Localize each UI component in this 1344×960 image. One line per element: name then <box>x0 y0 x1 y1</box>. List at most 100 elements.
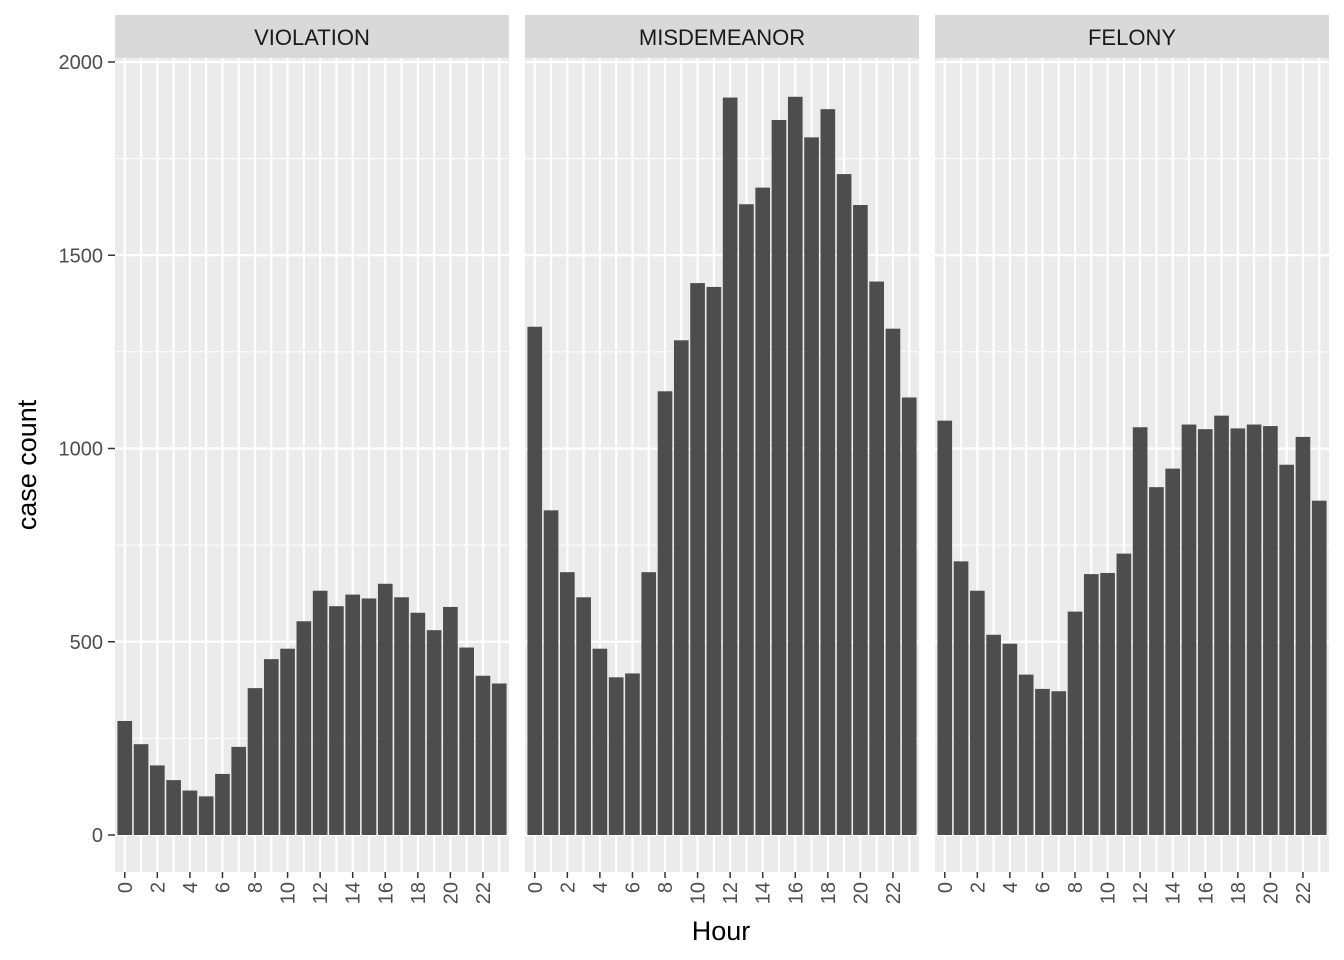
facet-strip <box>525 15 919 58</box>
bar-hour-9 <box>1083 574 1099 835</box>
x-tick-label: 0 <box>935 882 957 893</box>
bar-hour-20 <box>443 606 458 835</box>
x-tick-label: 4 <box>590 882 612 893</box>
bar-hour-16 <box>377 583 393 835</box>
x-tick-label: 2 <box>147 882 169 893</box>
bar-hour-13 <box>329 606 344 835</box>
x-tick-label: 16 <box>785 882 807 904</box>
bar-hour-17 <box>804 137 819 835</box>
x-tick-label: 12 <box>310 882 332 904</box>
bar-hour-20 <box>853 205 868 835</box>
x-tick-label: 10 <box>278 882 300 904</box>
y-tick-label: 500 <box>70 632 103 654</box>
bar-hour-19 <box>426 630 442 835</box>
bar-hour-6 <box>215 773 230 835</box>
x-tick-label: 4 <box>1000 882 1022 893</box>
bar-hour-5 <box>1018 674 1034 835</box>
bar-hour-21 <box>1279 464 1294 835</box>
bar-hour-18 <box>410 612 426 835</box>
bar-hour-0 <box>527 326 543 835</box>
x-tick-label: 6 <box>622 882 644 893</box>
x-tick-label: 20 <box>850 882 872 904</box>
bar-hour-23 <box>1311 500 1327 835</box>
bar-hour-15 <box>361 598 377 835</box>
bar-hour-13 <box>739 204 754 835</box>
bar-hour-1 <box>133 744 149 835</box>
bar-hour-0 <box>117 720 133 835</box>
x-tick-label: 22 <box>883 882 905 904</box>
x-tick-label: 4 <box>180 882 202 893</box>
bar-hour-8 <box>1067 611 1083 835</box>
y-axis: 0 500 1000 1500 2000 <box>59 52 115 847</box>
bar-hour-3 <box>576 597 591 835</box>
bar-hour-4 <box>1002 643 1018 835</box>
x-tick-label: 8 <box>655 882 677 893</box>
bar-hour-8 <box>657 391 673 835</box>
bar-hour-19 <box>836 174 852 835</box>
x-axis-title: Hour <box>692 916 751 946</box>
x-tick-label: 6 <box>212 882 234 893</box>
x-tick-label: 10 <box>1098 882 1120 904</box>
bar-hour-14 <box>345 594 361 835</box>
bar-hour-4 <box>592 648 608 835</box>
facet-strip-label: MISDEMEANOR <box>639 25 805 50</box>
bar-hour-12 <box>312 590 328 835</box>
bar-hour-3 <box>986 634 1001 835</box>
bar-hour-17 <box>394 597 409 835</box>
facet-strip-label: FELONY <box>1088 25 1176 50</box>
bar-hour-15 <box>771 119 787 836</box>
x-tick-label: 22 <box>473 882 495 904</box>
x-tick-label: 2 <box>967 882 989 893</box>
bar-hour-16 <box>787 96 803 835</box>
x-tick-label: 18 <box>1228 882 1250 904</box>
bar-hour-19 <box>1246 424 1262 835</box>
panel-violation: VIOLATION 0 2 4 6 8 10 12 14 16 18 20 22 <box>115 15 509 904</box>
bar-hour-0 <box>937 420 953 835</box>
bar-hour-11 <box>296 621 312 835</box>
x-tick-label: 18 <box>408 882 430 904</box>
bar-hour-1 <box>953 561 969 835</box>
bar-hour-2 <box>150 765 165 835</box>
x-tick-label: 14 <box>753 882 775 904</box>
x-tick-label: 8 <box>1065 882 1087 893</box>
x-tick-label: 2 <box>557 882 579 893</box>
bar-hour-20 <box>1263 426 1278 835</box>
bar-hour-9 <box>673 340 689 835</box>
bar-hour-22 <box>885 328 901 835</box>
bar-hour-14 <box>755 187 771 836</box>
bar-hour-12 <box>1132 427 1148 835</box>
x-tick-label: 20 <box>1260 882 1282 904</box>
bar-hour-7 <box>1051 691 1067 835</box>
facet-strip-label: VIOLATION <box>254 25 370 50</box>
bar-hour-16 <box>1197 429 1213 835</box>
x-tick-label: 0 <box>525 882 547 893</box>
y-tick-label: 2000 <box>59 52 104 74</box>
bar-hour-23 <box>491 683 507 835</box>
x-tick-label: 12 <box>720 882 742 904</box>
bar-hour-5 <box>198 796 214 835</box>
x-tick-label: 14 <box>1163 882 1185 904</box>
x-tick-label: 6 <box>1032 882 1054 893</box>
y-tick-label: 0 <box>92 825 103 847</box>
bar-hour-17 <box>1214 415 1229 835</box>
bar-hour-11 <box>706 286 722 835</box>
panel-misdemeanor: MISDEMEANOR 0 2 4 6 8 10 12 14 16 18 20 22 <box>525 15 919 904</box>
bar-hour-2 <box>560 572 575 835</box>
bar-hour-6 <box>1035 688 1050 835</box>
x-tick-label: 20 <box>440 882 462 904</box>
x-tick-label: 12 <box>1130 882 1152 904</box>
x-tick-label: 22 <box>1293 882 1315 904</box>
bar-hour-5 <box>608 677 624 835</box>
bar-hour-7 <box>641 572 657 835</box>
facet-strip <box>935 15 1329 58</box>
bar-hour-3 <box>166 780 181 835</box>
facet-strip <box>115 15 509 58</box>
bar-hour-22 <box>475 675 491 835</box>
bar-hour-4 <box>182 790 198 835</box>
x-tick-label: 8 <box>245 882 267 893</box>
x-tick-label: 10 <box>688 882 710 904</box>
x-tick-label: 14 <box>343 882 365 904</box>
bar-hour-10 <box>280 648 295 835</box>
